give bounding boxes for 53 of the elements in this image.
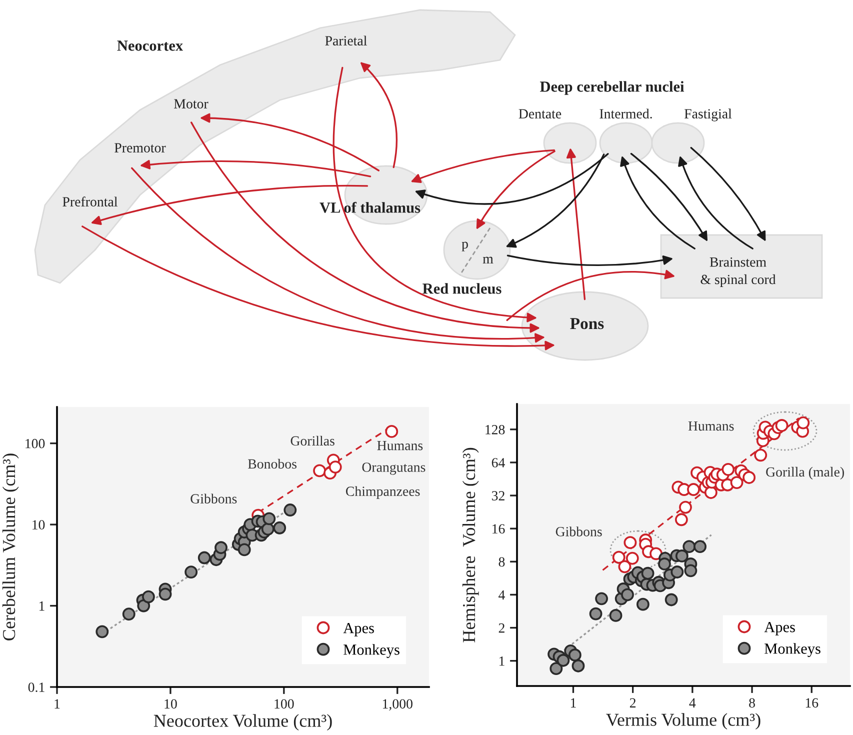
- y-tick-label: 10: [32, 520, 45, 530]
- x-tick-label: 100: [274, 699, 294, 709]
- x-tick-label: 10: [164, 699, 177, 709]
- text: Fastigial: [684, 108, 732, 122]
- y-tick-label: 0.1: [28, 682, 44, 692]
- y-tick-label: 8: [498, 557, 505, 567]
- legend-label: Apes: [343, 623, 374, 636]
- legend-label: Apes: [764, 622, 795, 636]
- text: Neocortex: [117, 40, 183, 51]
- legend-label: Monkeys: [344, 644, 400, 658]
- y-axis-title: Hemisphere Volume (cm³): [462, 448, 479, 642]
- text: p: [462, 242, 468, 252]
- text: Pons: [570, 318, 604, 330]
- y-tick-label: 2: [498, 623, 504, 633]
- text: Parietal: [325, 36, 367, 46]
- text: Deep cerebellar nuclei: [540, 81, 684, 95]
- y-tick-label: 1: [499, 656, 504, 666]
- annotation: Chimpanzees: [346, 486, 420, 499]
- y-tick-label: 64: [492, 458, 505, 468]
- x-axis-title: Vermis Volume (cm³): [606, 713, 760, 730]
- x-tick-label: 1,000: [382, 699, 412, 711]
- annotation: Bonobos: [248, 458, 296, 469]
- text: Prefrontal: [62, 196, 118, 206]
- text: Red nucleus: [422, 283, 502, 294]
- text: Dentate: [518, 109, 562, 118]
- legend-label: Monkeys: [764, 643, 820, 657]
- annotation: Orangutans: [362, 462, 426, 475]
- text: Intermed.: [600, 108, 652, 119]
- y-axis-title: Cerebellum Volume (cm³): [2, 454, 19, 640]
- annotation: Gorillas: [290, 436, 334, 446]
- x-tick-label: 1: [570, 698, 576, 708]
- text: Brainstem & spinal cord: [700, 257, 776, 288]
- x-tick-label: 4: [689, 698, 696, 708]
- text: m: [482, 256, 494, 264]
- x-tick-label: 8: [749, 698, 755, 708]
- y-tick-label: 16: [492, 524, 505, 534]
- y-tick-label: 1: [39, 601, 44, 611]
- text: Premotor: [114, 143, 166, 152]
- annotation: Gibbons: [556, 526, 602, 536]
- x-tick-label: 16: [806, 698, 818, 708]
- x-axis-title: Neocortex Volume (cm³): [154, 714, 332, 731]
- y-tick-label: 4: [498, 590, 505, 600]
- y-tick-label: 100: [26, 438, 45, 448]
- y-tick-label: 128: [486, 424, 505, 434]
- annotation: Gibbons: [190, 494, 237, 504]
- text: Motor: [174, 99, 208, 108]
- annotation: Humans: [688, 421, 734, 431]
- y-tick-label: 32: [492, 491, 504, 500]
- x-tick-label: 1: [54, 699, 60, 708]
- text: VL of thalamus: [320, 202, 420, 213]
- annotation: Humans: [377, 440, 423, 450]
- annotation: Gorilla (male): [766, 466, 844, 480]
- x-tick-label: 2: [630, 698, 636, 708]
